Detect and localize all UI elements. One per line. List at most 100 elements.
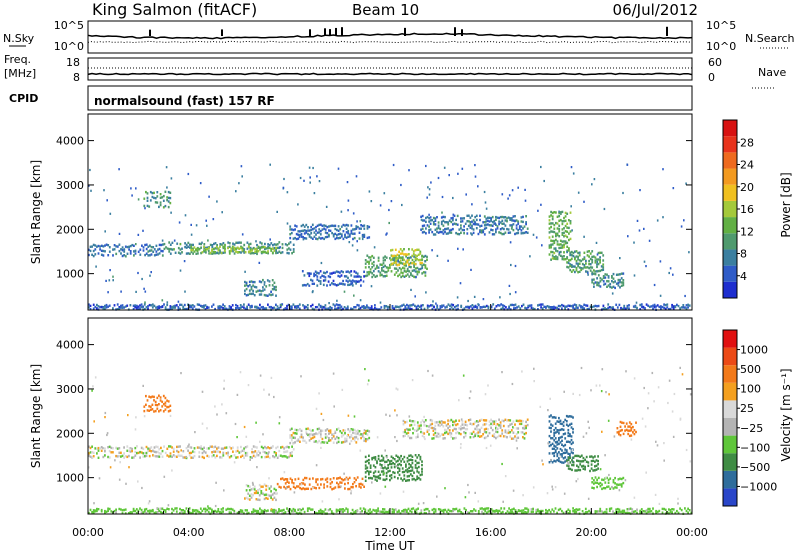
range-cell [583,303,586,306]
range-cell [569,253,572,257]
range-cell [472,422,475,426]
range-cell [158,243,161,247]
range-cell [580,465,583,468]
range-cell [480,224,483,227]
range-cell [554,306,557,309]
scatter-cell [577,191,580,194]
scatter-cell [269,163,271,166]
range-cell [185,446,188,450]
range-cell [97,305,100,308]
range-cell [402,508,405,512]
range-cell [188,451,191,455]
scatter-cell [173,239,176,242]
range-cell [203,243,206,246]
range-cell [599,285,602,288]
scatter-cell [461,167,464,170]
range-cell [308,428,311,431]
range-cell [371,275,374,279]
range-cell [164,451,167,455]
range-cell [413,420,416,423]
scatter-cell [633,241,635,244]
range-cell [577,258,579,261]
range-cell [390,455,393,458]
range-cell [292,431,295,435]
scatter-cell [441,195,444,199]
range-cell [413,255,415,258]
range-cell [602,266,605,269]
range-cell [452,437,454,440]
range-cell [346,510,349,514]
range-cell [244,446,247,449]
range-cell [634,305,637,309]
scatter-cell [351,282,354,285]
scatter-cell [93,502,95,505]
scatter-cell [672,435,675,438]
scatter-cell [207,505,209,508]
range-cell [92,455,95,458]
scatter-cell [262,433,264,436]
range-cell [480,231,483,234]
range-cell [496,435,499,439]
range-cell [504,231,507,234]
range-cell [607,481,610,484]
range-cell [432,437,435,440]
range-cell [375,511,378,514]
scatter-cell [473,220,476,223]
range-cell [215,510,218,513]
range-cell [110,510,113,513]
range-cell [265,294,268,297]
scatter-cell [494,222,496,225]
range-cell [182,305,185,308]
scatter-cell [380,466,382,469]
range-cell [337,233,340,236]
range-cell [379,459,382,463]
range-cell [593,479,595,482]
range-cell [112,307,114,310]
range-cell [324,224,327,228]
range-cell [358,231,361,234]
scatter-cell [245,435,248,438]
range-cell [412,427,414,430]
scatter-cell [385,413,387,416]
range-cell [398,250,400,253]
range-cell [501,222,504,225]
range-cell [342,223,345,227]
range-cell [352,228,354,231]
range-cell [442,229,445,232]
range-cell [120,248,122,251]
range-cell [581,307,584,311]
range-cell [163,445,165,448]
range-cell [509,303,512,307]
scatter-cell [214,405,216,408]
range-cell [444,215,446,219]
range-cell [532,510,534,513]
range-cell [556,443,559,446]
range-cell [593,272,595,275]
range-cell [570,451,573,454]
range-cell [617,278,620,282]
range-cell [469,226,472,229]
range-cell [318,511,320,515]
range-cell [519,509,522,513]
scatter-cell [605,476,607,479]
range-cell [570,254,573,257]
range-cell [162,410,165,413]
range-cell [612,487,615,490]
range-cell [151,408,154,411]
range-cell [172,450,175,453]
range-cell [433,511,435,514]
range-cell [440,433,443,436]
range-cell [345,439,348,443]
range-cell [554,422,557,425]
range-cell [315,487,317,490]
range-cell [205,251,207,254]
range-cell [578,251,581,254]
range-cell [193,509,196,513]
cpid-panel [87,85,693,111]
range-cell [405,479,407,482]
range-cell [271,251,274,254]
scatter-cell [514,264,517,268]
range-cell [663,303,665,306]
range-cell [132,509,135,513]
range-cell [377,475,380,478]
